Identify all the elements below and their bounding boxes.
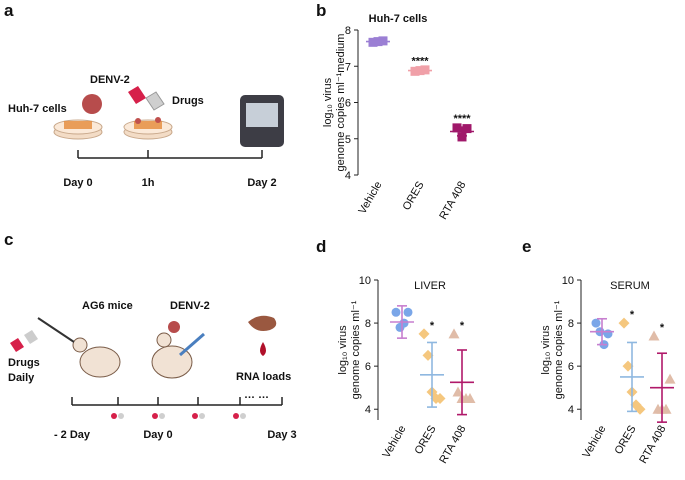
y-tick-label: 6 <box>365 361 371 373</box>
y-tick-label: 4 <box>568 404 574 416</box>
schematic-a: Huh-7 cells DENV-2 Drugs Day 0 1h Day 2 <box>8 74 284 189</box>
label: … … <box>244 389 269 401</box>
panel-label: e <box>522 237 531 256</box>
y-tick-label: 10 <box>562 275 574 287</box>
timeline-label: - 2 Day <box>54 429 91 441</box>
x-tick-label: RTA 408 <box>437 424 468 466</box>
data-point <box>618 317 630 329</box>
data-point <box>457 132 467 142</box>
panel-label: a <box>4 1 14 20</box>
y-axis-label: log₁₀ virus <box>337 325 349 375</box>
data-point <box>399 318 409 328</box>
data-point <box>418 328 430 340</box>
y-tick-label: 4 <box>345 170 351 182</box>
data-point <box>448 328 460 339</box>
significance: **** <box>453 113 471 125</box>
timeline-label: Day 0 <box>63 177 92 189</box>
schematic-c: AG6 mice DENV-2 Drugs Daily RNA loads … … <box>8 300 297 441</box>
chart-title: SERUM <box>610 280 650 292</box>
y-axis-label: genome copies ml⁻¹ <box>553 300 565 399</box>
x-tick-label: RTA 408 <box>637 424 668 466</box>
data-point <box>391 307 401 317</box>
data-point <box>452 386 464 397</box>
y-tick-label: 8 <box>365 318 371 330</box>
x-tick-label: Vehicle <box>580 424 608 461</box>
data-point <box>622 360 634 372</box>
data-point <box>591 318 601 328</box>
y-tick-label: 6 <box>568 361 574 373</box>
data-point <box>648 330 660 341</box>
data-point <box>403 307 413 317</box>
significance: * <box>460 320 465 332</box>
timeline-label: 1h <box>142 177 155 189</box>
timeline-label: Day 3 <box>267 429 296 441</box>
x-tick-label: Vehicle <box>380 424 408 461</box>
chart-title: LIVER <box>414 280 446 292</box>
x-tick-label: Vehicle <box>356 180 384 217</box>
y-tick-label: 10 <box>359 275 371 287</box>
y-tick-label: 8 <box>345 25 351 37</box>
y-tick-label: 6 <box>345 98 351 110</box>
x-tick-label: RTA 408 <box>437 180 468 222</box>
panel-label: d <box>316 237 326 256</box>
y-axis-label: log₁₀ virus <box>322 77 334 127</box>
y-tick-label: 7 <box>345 61 351 73</box>
label: DENV-2 <box>90 74 130 86</box>
chart-title: Huh-7 cells <box>369 13 428 25</box>
x-tick-label: ORES <box>413 424 439 457</box>
label: DENV-2 <box>170 300 210 312</box>
significance: * <box>630 309 635 321</box>
y-axis-label: genome copies ml⁻¹ <box>350 300 362 399</box>
label: AG6 mice <box>82 300 133 312</box>
timeline-label: Day 2 <box>247 177 276 189</box>
data-point <box>634 403 646 415</box>
data-point <box>434 392 446 404</box>
y-axis-label: log₁₀ virus <box>540 325 552 375</box>
x-tick-label: ORES <box>401 180 427 213</box>
panel-label: b <box>316 1 326 20</box>
x-tick-label: ORES <box>613 424 639 457</box>
data-point <box>422 349 434 361</box>
data-point <box>462 124 472 134</box>
label: Huh-7 cells <box>8 103 67 115</box>
data-point <box>464 392 476 403</box>
data-point <box>664 373 676 384</box>
label: Daily <box>8 372 35 384</box>
significance: * <box>660 322 665 334</box>
label: Drugs <box>172 95 204 107</box>
y-axis-label: genome copies ml⁻¹medium <box>335 34 347 172</box>
data-point <box>660 403 672 414</box>
timeline-label: Day 0 <box>143 429 172 441</box>
panel-label: c <box>4 230 13 249</box>
data-point <box>603 329 613 339</box>
significance: * <box>430 320 435 332</box>
label: Drugs <box>8 357 40 369</box>
label: RNA loads <box>236 371 291 383</box>
y-tick-label: 5 <box>345 134 351 146</box>
significance: **** <box>411 56 429 68</box>
y-tick-label: 8 <box>568 318 574 330</box>
y-tick-label: 4 <box>365 404 371 416</box>
